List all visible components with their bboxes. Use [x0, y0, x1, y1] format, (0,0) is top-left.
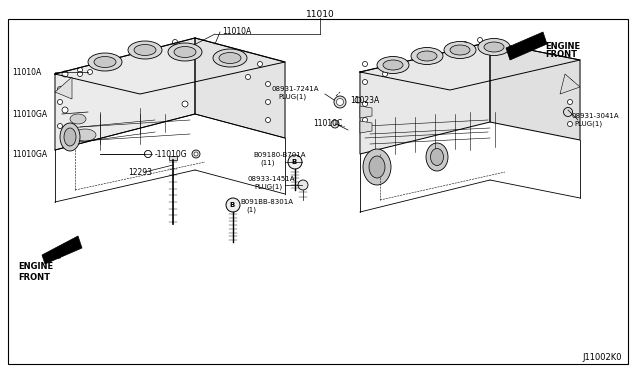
Circle shape	[362, 118, 367, 122]
Circle shape	[568, 80, 573, 84]
Ellipse shape	[411, 48, 443, 64]
Circle shape	[563, 108, 573, 116]
Ellipse shape	[88, 53, 122, 71]
Text: PLUG(1): PLUG(1)	[574, 121, 602, 127]
Circle shape	[77, 67, 83, 73]
Circle shape	[362, 61, 367, 67]
Ellipse shape	[74, 129, 96, 141]
Circle shape	[62, 107, 68, 113]
Text: PLUG(1): PLUG(1)	[254, 184, 282, 190]
Polygon shape	[195, 38, 285, 138]
Text: 11010C: 11010C	[313, 119, 342, 128]
Ellipse shape	[363, 149, 391, 185]
Ellipse shape	[128, 41, 162, 59]
Circle shape	[362, 80, 367, 84]
Text: FRONT: FRONT	[545, 49, 577, 58]
Circle shape	[58, 124, 63, 128]
Circle shape	[298, 180, 308, 190]
Text: 11010A: 11010A	[12, 67, 41, 77]
Text: ENGINE: ENGINE	[545, 42, 580, 51]
Polygon shape	[55, 38, 285, 94]
Circle shape	[266, 99, 271, 105]
Circle shape	[77, 71, 83, 77]
Polygon shape	[560, 74, 580, 94]
Polygon shape	[360, 121, 372, 133]
Circle shape	[266, 118, 271, 122]
Ellipse shape	[369, 156, 385, 178]
Ellipse shape	[64, 128, 76, 146]
Text: (1): (1)	[246, 207, 256, 213]
Circle shape	[173, 39, 177, 45]
Text: 11010: 11010	[306, 10, 334, 19]
Text: 08931-7241A: 08931-7241A	[272, 86, 319, 92]
Circle shape	[477, 38, 483, 42]
Text: 11010GA: 11010GA	[12, 109, 47, 119]
Circle shape	[145, 151, 152, 157]
Ellipse shape	[450, 45, 470, 55]
Circle shape	[194, 152, 198, 156]
Circle shape	[182, 101, 188, 107]
Polygon shape	[360, 42, 490, 154]
Ellipse shape	[383, 60, 403, 70]
Circle shape	[337, 99, 344, 106]
Bar	[169, 156, 177, 160]
Text: B09180-B701A: B09180-B701A	[253, 152, 305, 158]
Ellipse shape	[174, 46, 196, 58]
Ellipse shape	[377, 57, 409, 74]
Text: 08933-1451A: 08933-1451A	[248, 176, 296, 182]
Circle shape	[568, 122, 573, 126]
Circle shape	[362, 102, 367, 106]
Text: 11010A: 11010A	[222, 26, 252, 35]
Circle shape	[334, 96, 346, 108]
Circle shape	[568, 99, 573, 105]
Text: B: B	[291, 159, 296, 165]
Circle shape	[383, 71, 387, 77]
Circle shape	[288, 155, 302, 169]
Circle shape	[88, 70, 93, 74]
Polygon shape	[360, 106, 372, 118]
Ellipse shape	[60, 123, 80, 151]
Text: (11): (11)	[260, 160, 275, 166]
Text: B091BB-8301A: B091BB-8301A	[240, 199, 293, 205]
Polygon shape	[55, 77, 72, 99]
Circle shape	[331, 120, 339, 128]
Text: 11023A: 11023A	[350, 96, 380, 105]
Polygon shape	[42, 236, 82, 264]
Ellipse shape	[213, 49, 247, 67]
Text: B: B	[229, 202, 235, 208]
Ellipse shape	[478, 38, 510, 55]
Ellipse shape	[70, 114, 86, 124]
Text: J11002K0: J11002K0	[582, 353, 622, 362]
Circle shape	[257, 61, 262, 67]
Text: 11010GA: 11010GA	[12, 150, 47, 158]
Circle shape	[226, 198, 240, 212]
Polygon shape	[360, 42, 580, 90]
Text: 12293: 12293	[128, 167, 152, 176]
Text: -11010G: -11010G	[155, 150, 188, 158]
Text: PLUG(1): PLUG(1)	[278, 94, 306, 100]
Text: 08931-3041A: 08931-3041A	[572, 113, 620, 119]
Ellipse shape	[168, 43, 202, 61]
Ellipse shape	[484, 42, 504, 52]
Circle shape	[58, 87, 63, 92]
Ellipse shape	[94, 57, 116, 67]
Circle shape	[62, 71, 68, 77]
Ellipse shape	[134, 45, 156, 55]
Ellipse shape	[431, 148, 444, 166]
Circle shape	[355, 97, 361, 103]
Ellipse shape	[417, 51, 437, 61]
Ellipse shape	[444, 42, 476, 58]
Polygon shape	[55, 38, 195, 150]
Ellipse shape	[426, 143, 448, 171]
Circle shape	[463, 42, 467, 46]
Text: ENGINE
FRONT: ENGINE FRONT	[18, 262, 53, 282]
Circle shape	[145, 151, 152, 157]
Polygon shape	[490, 42, 580, 140]
Circle shape	[266, 81, 271, 87]
Polygon shape	[506, 32, 547, 60]
Circle shape	[192, 150, 200, 158]
Ellipse shape	[219, 52, 241, 64]
Circle shape	[246, 74, 250, 80]
Circle shape	[58, 99, 63, 105]
